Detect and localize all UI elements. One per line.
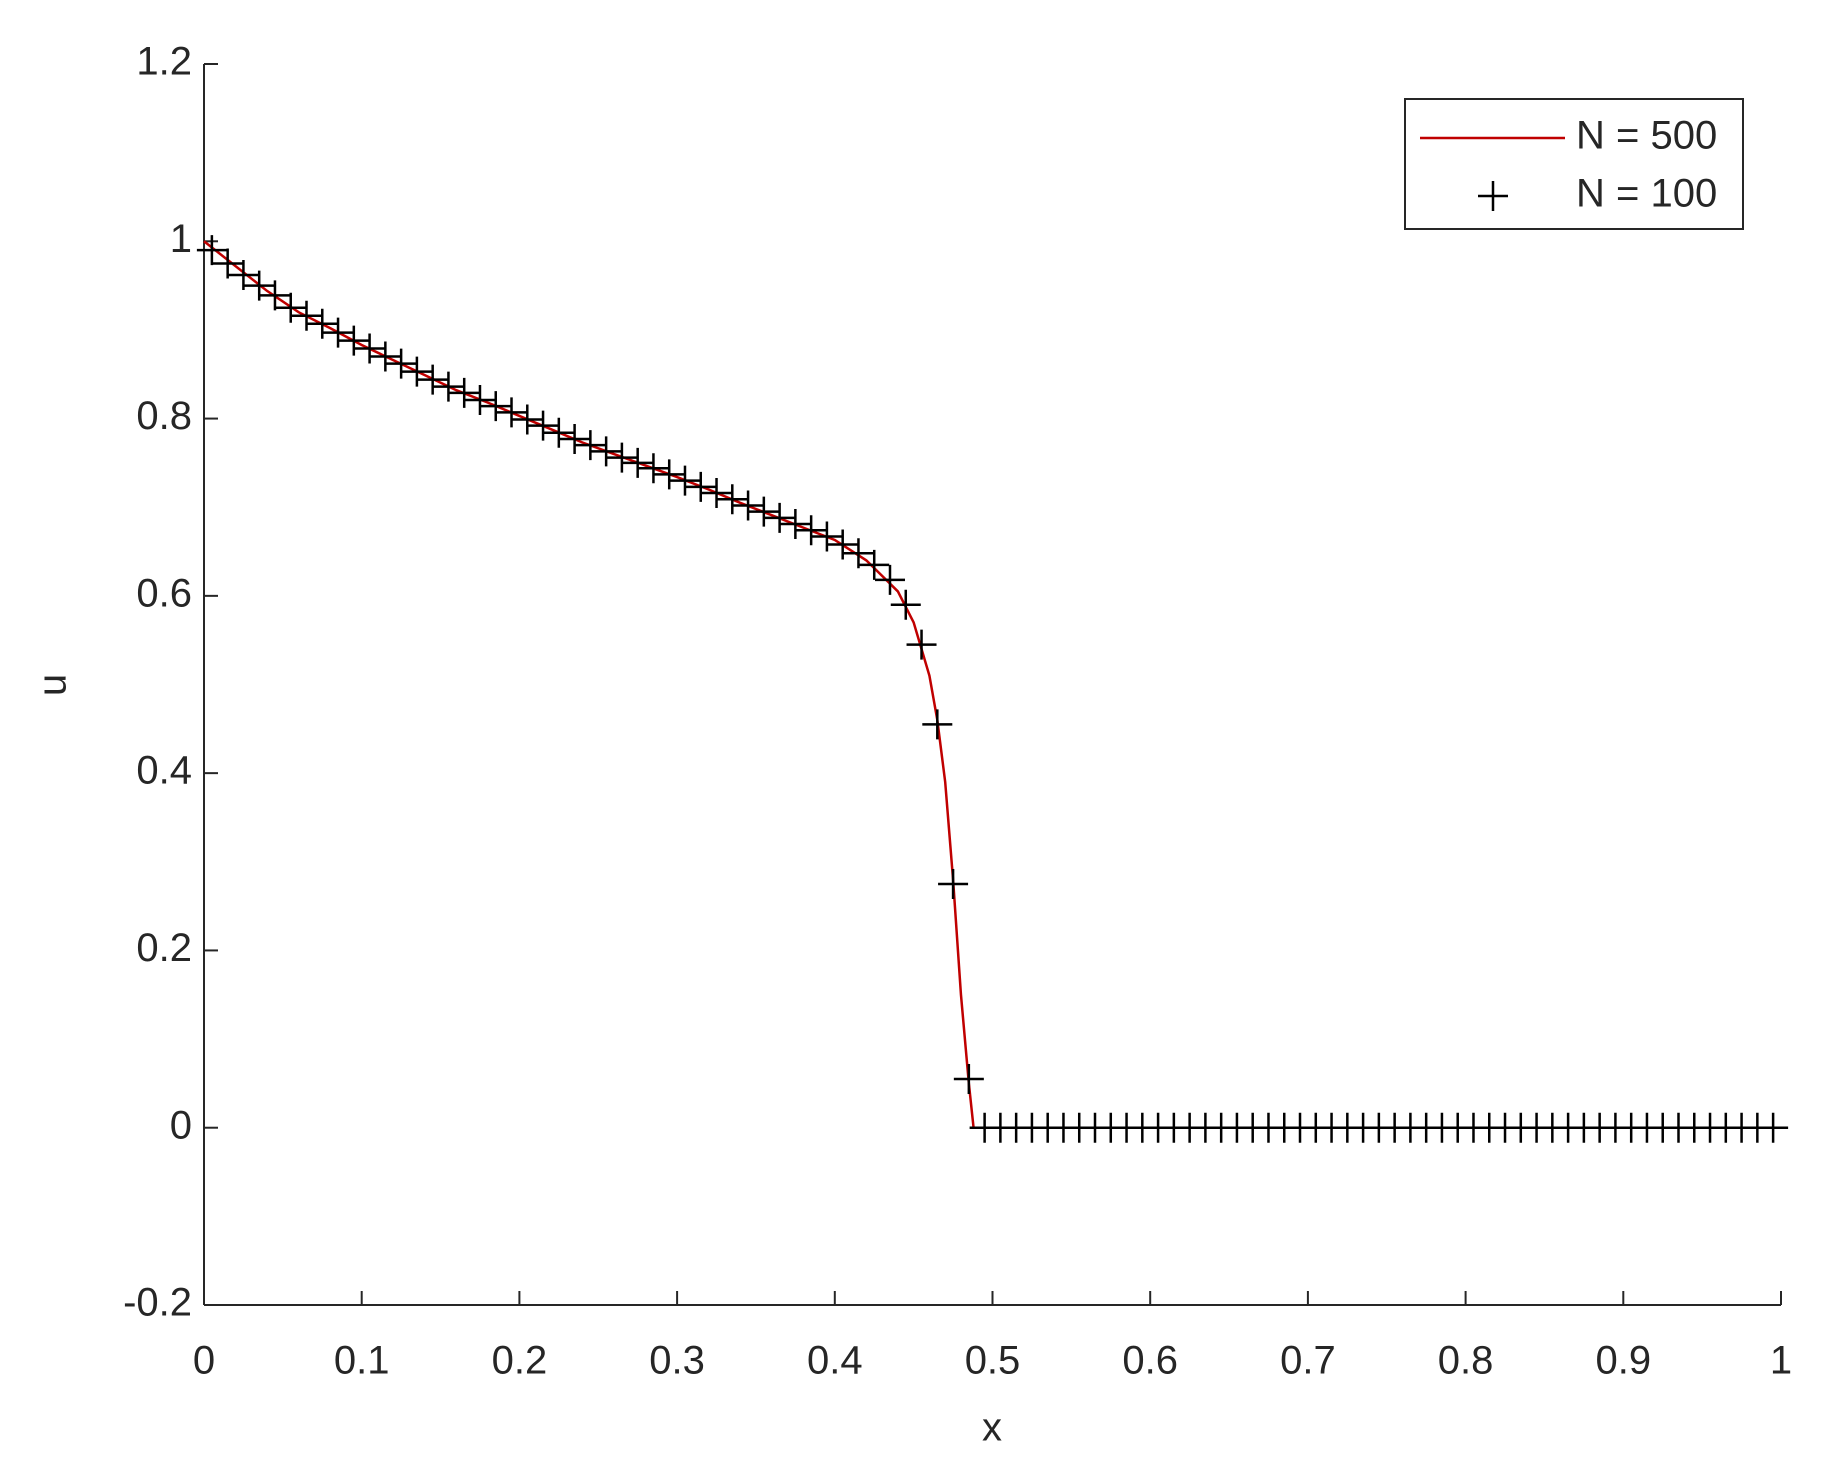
marker — [338, 325, 369, 356]
y-tick-label: 0 — [170, 1103, 192, 1147]
marker — [528, 410, 559, 441]
marker — [512, 404, 543, 435]
marker — [685, 471, 716, 502]
marker — [591, 436, 622, 467]
x-tick-label: 0.9 — [1595, 1339, 1651, 1383]
marker — [669, 465, 700, 496]
x-axis-label: x — [982, 1406, 1002, 1450]
marker — [654, 459, 685, 490]
line — [203, 240, 1781, 1129]
marker — [622, 447, 653, 478]
marker — [638, 453, 669, 484]
marker — [449, 377, 480, 408]
y-tick-label: 0.8 — [136, 394, 192, 438]
x-tick-label: 0.4 — [807, 1339, 863, 1383]
marker — [1758, 1112, 1789, 1143]
marker — [307, 308, 338, 339]
y-axis-label: u — [31, 674, 75, 696]
marker — [874, 564, 905, 595]
marker — [827, 529, 858, 560]
marker — [464, 384, 495, 415]
marker — [401, 356, 432, 387]
marker — [922, 709, 953, 740]
x-tick-label: 1 — [1770, 1339, 1792, 1383]
x-tick-label: 0.3 — [649, 1339, 705, 1383]
marker — [906, 629, 937, 660]
marker — [859, 549, 890, 580]
marker — [748, 496, 779, 527]
marker — [543, 417, 574, 448]
marker — [323, 317, 354, 348]
legend-label: N = 500 — [1576, 114, 1717, 158]
y-tick-label: 0.2 — [136, 926, 192, 970]
marker — [417, 364, 448, 395]
marker — [370, 341, 401, 372]
legend-label: N = 100 — [1576, 172, 1717, 216]
marker — [811, 521, 842, 552]
y-tick-label: 0.6 — [136, 571, 192, 615]
x-tick-label: 0 — [193, 1339, 215, 1383]
marker — [228, 259, 259, 290]
marker — [764, 502, 795, 533]
x-tick-label: 0.5 — [965, 1339, 1021, 1383]
marker — [890, 589, 921, 620]
marker — [259, 280, 290, 311]
y-tick-label: -0.2 — [123, 1281, 192, 1325]
legend-marker — [1478, 181, 1508, 211]
y-tick-label: 0.4 — [136, 749, 192, 793]
marker — [433, 371, 464, 402]
marker — [212, 248, 243, 279]
legend-box — [1404, 98, 1744, 230]
marker — [386, 348, 417, 379]
marker — [938, 868, 969, 899]
x-tick-label: 0.6 — [1122, 1339, 1178, 1383]
marker — [780, 509, 811, 540]
x-tick-label: 0.8 — [1438, 1339, 1494, 1383]
marker — [796, 515, 827, 546]
marker — [496, 397, 527, 428]
marker — [953, 1063, 984, 1094]
marker — [717, 484, 748, 515]
marker — [606, 442, 637, 473]
marker — [354, 333, 385, 364]
y-tick-label: 1.2 — [136, 40, 192, 84]
marker — [733, 490, 764, 521]
marker — [575, 430, 606, 461]
y-tick-label: 1 — [170, 217, 192, 261]
x-tick-label: 0.7 — [1280, 1339, 1336, 1383]
x-tick-label: 0.2 — [492, 1339, 548, 1383]
marker — [701, 478, 732, 509]
marker — [559, 423, 590, 454]
marker — [244, 270, 275, 301]
marker — [196, 235, 227, 266]
marker — [291, 300, 322, 331]
marker — [480, 391, 511, 422]
x-tick-label: 0.1 — [334, 1339, 390, 1383]
marker — [843, 538, 874, 569]
marker — [275, 292, 306, 323]
